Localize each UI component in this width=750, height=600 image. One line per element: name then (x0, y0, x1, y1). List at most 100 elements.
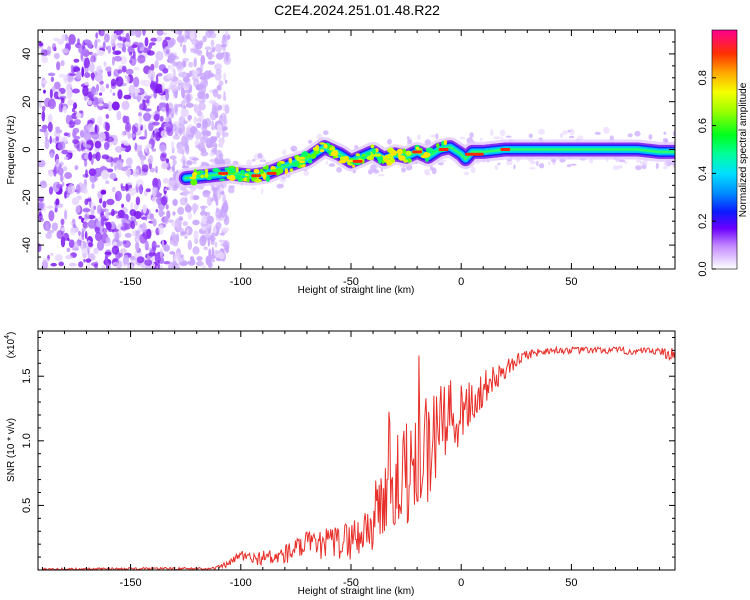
spectrogram-halo-speckle (497, 162, 501, 166)
spectrogram-noise-speckle (88, 62, 95, 73)
spectrogram-noise-speckle (140, 159, 144, 167)
spectrogram-track-blob (330, 146, 336, 152)
snr-exponent-close: ) (6, 332, 17, 335)
spectrogram-noise-speckle (60, 227, 65, 232)
spectrogram-noise-speckle (223, 240, 230, 250)
spectrogram-track-blob (190, 179, 198, 186)
spectrogram-y-tick-label: -40 (21, 237, 33, 253)
spectrogram-noise-speckle (209, 110, 217, 121)
spectrogram-noise-speckle (201, 214, 207, 225)
spectrogram-noise-speckle (101, 265, 106, 269)
spectrogram-noise-speckle (196, 256, 203, 262)
spectrogram-noise-speckle (90, 262, 99, 267)
spectrogram-noise-speckle (65, 254, 73, 260)
spectrogram-noise-speckle (221, 227, 230, 233)
spectrogram-noise-speckle (121, 131, 126, 138)
spectrogram-noise-speckle (223, 51, 227, 63)
spectrogram-halo-speckle (617, 165, 623, 169)
spectrogram-noise-speckle (191, 157, 199, 161)
spectrogram-halo-speckle (435, 133, 439, 140)
spectrogram-noise-speckle (99, 30, 105, 37)
spectrogram-signal-layer (175, 137, 675, 189)
spectrogram-track-blob (313, 150, 320, 155)
snr-x-tick-label: -100 (230, 577, 252, 589)
spectrogram-noise-speckle (144, 233, 148, 240)
spectrogram-noise-speckle (75, 71, 82, 80)
spectrogram-noise-speckle (95, 220, 102, 228)
spectrogram-noise-speckle (169, 155, 177, 160)
spectrogram-track-blob (387, 154, 394, 160)
spectrogram-noise-speckle (75, 205, 81, 214)
spectrogram-halo-speckle (663, 162, 669, 166)
spectrogram-peak (465, 152, 475, 156)
spectrogram-noise-speckle (47, 121, 53, 133)
spectrogram-noise-speckle (208, 228, 212, 235)
spectrogram-x-tick-label: -50 (343, 276, 359, 288)
spectrogram-noise-speckle (189, 190, 194, 201)
spectrogram-noise-speckle (82, 207, 90, 213)
spectrogram-noise-speckle (192, 69, 200, 75)
spectrogram-noise-speckle (91, 77, 95, 81)
spectrogram-noise-speckle (61, 149, 69, 155)
spectrogram-noise-speckle (184, 235, 188, 239)
spectrogram-noise-speckle (94, 226, 100, 234)
spectrogram-noise-speckle (111, 101, 120, 111)
spectrogram-track-blob (276, 162, 282, 167)
spectrogram-y-tick-label: 0 (21, 146, 33, 152)
spectrogram-halo-speckle (328, 163, 336, 167)
spectrogram-noise-speckle (164, 187, 168, 192)
spectrogram-noise-speckle (60, 97, 65, 104)
spectrogram-noise-speckle (187, 114, 192, 122)
spectrogram-noise-speckle (110, 38, 116, 48)
spectrogram-noise-speckle (116, 159, 123, 171)
spectrogram-noise-speckle (109, 88, 113, 94)
spectrogram-noise-speckle (45, 222, 49, 231)
spectrogram-noise-speckle (44, 130, 49, 138)
spectrogram-noise-speckle (165, 49, 170, 55)
spectrogram-noise-speckle (182, 159, 186, 168)
spectrogram-track-blob (378, 159, 382, 164)
spectrogram-noise-speckle (66, 193, 70, 198)
spectrogram-halo-speckle (548, 160, 551, 166)
spectrogram-noise-speckle (114, 33, 117, 40)
snr-x-tick-label: 0 (458, 577, 464, 589)
spectrogram-halo-speckle (671, 161, 675, 166)
spectrogram-noise-speckle (130, 201, 133, 212)
spectrogram-noise-speckle (165, 158, 170, 163)
spectrogram-track-blob (276, 168, 284, 174)
svg-text:(x104): (x104) (4, 332, 17, 359)
spectrogram-halo-speckle (437, 162, 444, 166)
spectrogram-noise-speckle (106, 198, 115, 206)
spectrogram-noise-speckle (115, 240, 123, 247)
spectrogram-noise-speckle (73, 241, 80, 251)
spectrogram-noise-speckle (78, 236, 83, 240)
spectrogram-track-blob (420, 154, 428, 159)
spectrogram-halo-speckle (279, 178, 287, 183)
spectrogram-noise-speckle (207, 51, 213, 60)
spectrogram-noise-speckle (183, 71, 187, 78)
spectrogram-noise-speckle (98, 131, 106, 142)
spectrogram-noise-speckle (149, 213, 154, 221)
spectrogram-noise-speckle (41, 55, 48, 64)
spectrogram-halo-speckle (513, 164, 516, 170)
spectrogram-track-blob (332, 156, 337, 159)
spectrogram-noise-speckle (46, 46, 52, 56)
spectrogram-noise-speckle (38, 197, 44, 202)
spectrogram-noise-speckle (215, 208, 223, 219)
spectrogram-track-blob (259, 168, 264, 173)
spectrogram-noise-speckle (168, 37, 176, 46)
spectrogram-noise-speckle (160, 95, 167, 101)
spectrogram-noise-speckle (75, 112, 82, 119)
spectrogram-noise-speckle (63, 156, 69, 161)
spectrogram-noise-speckle (56, 61, 61, 71)
spectrogram-noise-speckle (84, 81, 89, 86)
spectrogram-noise-speckle (133, 168, 140, 178)
spectrogram-noise-speckle (62, 166, 68, 172)
colorbar-label: Normalized spectral amplitude (738, 82, 749, 217)
spectrogram-noise-speckle (181, 82, 191, 90)
spectrogram-noise-speckle (159, 115, 164, 122)
spectrogram-noise-speckle (64, 191, 68, 199)
spectrogram-noise-speckle (174, 105, 178, 116)
spectrogram-noise-speckle (144, 37, 149, 47)
spectrogram-noise-speckle (181, 87, 186, 99)
